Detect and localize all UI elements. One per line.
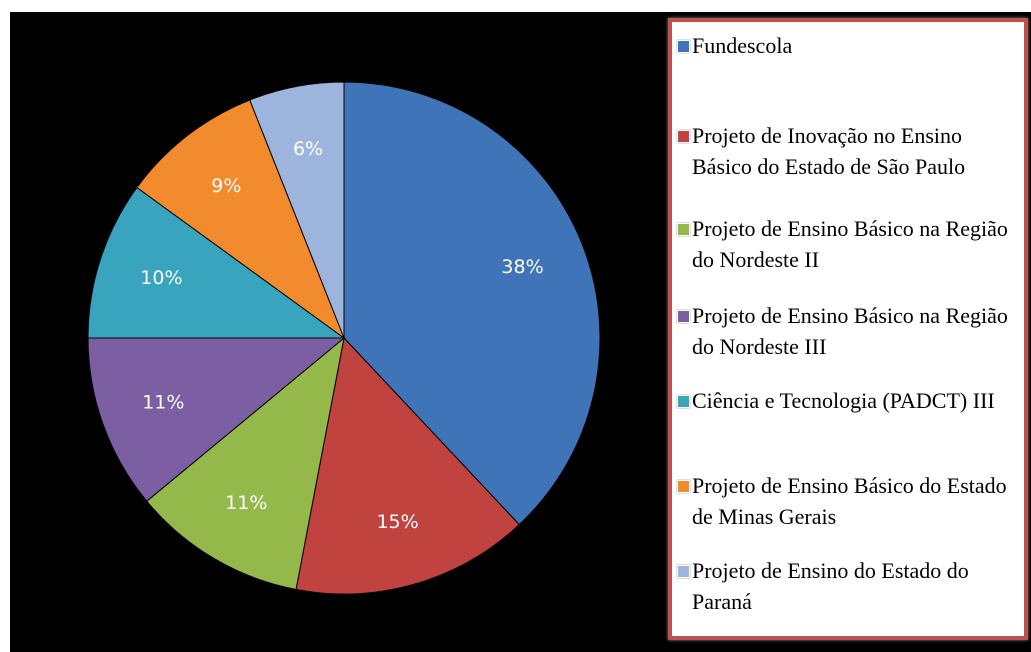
pie-slice bbox=[87, 337, 346, 502]
legend-entry: Fundescola bbox=[677, 30, 1017, 61]
legend-label: Projeto de Ensino Básico do Estado de Mi… bbox=[692, 473, 1007, 529]
legend-swatch bbox=[677, 223, 690, 236]
legend-entry: Ciência e Tecnologia (PADCT) III bbox=[677, 385, 1017, 416]
legend-entry: Projeto de Inovação no Ensino Básico do … bbox=[677, 120, 1017, 182]
data-label: 9% bbox=[211, 175, 241, 197]
legend-entry: Projeto de Ensino Básico na Região do No… bbox=[677, 300, 1017, 362]
legend-swatch bbox=[677, 395, 690, 408]
legend-entry: Projeto de Ensino do Estado do Paraná bbox=[677, 555, 1017, 617]
legend-label: Projeto de Inovação no Ensino Básico do … bbox=[692, 123, 966, 179]
legend-entry: Projeto de Ensino Básico na Região do No… bbox=[677, 213, 1017, 275]
pie-slice bbox=[295, 336, 520, 595]
legend-label: Projeto de Ensino Básico na Região do No… bbox=[692, 303, 1008, 359]
legend-swatch bbox=[677, 40, 690, 53]
pie-slice bbox=[146, 336, 345, 591]
data-label: 38% bbox=[501, 256, 543, 278]
legend-swatch bbox=[677, 310, 690, 323]
legend-label: Fundescola bbox=[692, 33, 793, 58]
legend-label: Projeto de Ensino Básico na Região do No… bbox=[692, 216, 1008, 272]
data-label: 10% bbox=[140, 267, 182, 289]
data-label: 15% bbox=[376, 511, 418, 533]
legend-swatch bbox=[677, 480, 690, 493]
pie-slice bbox=[87, 186, 346, 339]
pie-slice bbox=[343, 81, 601, 526]
legend-swatch bbox=[677, 565, 690, 578]
legend-label: Ciência e Tecnologia (PADCT) III bbox=[692, 388, 995, 413]
legend-label: Projeto de Ensino do Estado do Paraná bbox=[692, 558, 969, 614]
data-label: 6% bbox=[293, 138, 323, 160]
pie-slice bbox=[136, 99, 346, 340]
legend: Fundescola Projeto de Inovação no Ensino … bbox=[668, 18, 1028, 640]
legend-swatch bbox=[677, 130, 690, 143]
data-label: 11% bbox=[225, 492, 267, 514]
data-label: 11% bbox=[142, 392, 184, 414]
legend-entry: Projeto de Ensino Básico do Estado de Mi… bbox=[677, 470, 1017, 532]
pie-slice bbox=[249, 81, 345, 339]
